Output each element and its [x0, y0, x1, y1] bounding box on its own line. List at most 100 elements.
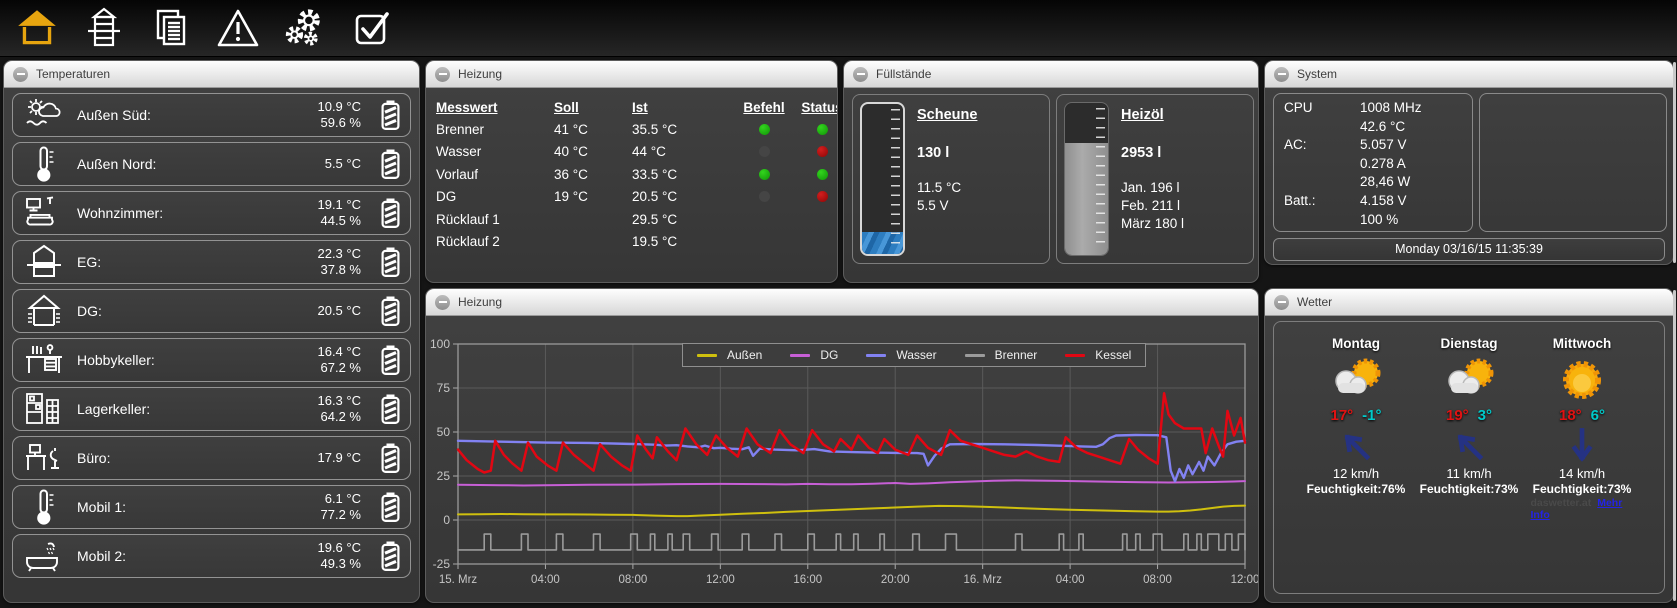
collapse-icon[interactable] [1274, 294, 1289, 310]
svg-text:20:00: 20:00 [881, 574, 910, 586]
temp-row-wohnzimmer[interactable]: Wohnzimmer: 19.1 °C 44.5 % [12, 191, 411, 235]
temperatures-list: Außen Süd: 10.9 °C 59.6 % Außen Nord: 5.5 °… [4, 93, 419, 602]
heating-soll-value [554, 209, 632, 232]
panel-heating-header[interactable]: Heizung [426, 61, 837, 88]
checkbox-icon[interactable] [349, 5, 395, 51]
temp-label: EG: [77, 254, 102, 270]
sun-behind-cloud-icon [1438, 355, 1500, 407]
collapse-icon[interactable] [853, 66, 868, 82]
panel-levels-header[interactable]: Füllstände [844, 61, 1258, 88]
tank-detail: 11.5 °C [917, 180, 962, 195]
battery-icon [381, 492, 400, 522]
col-header-befehl: Befehl [743, 100, 785, 115]
temp-row-büro[interactable]: Büro: 17.9 °C [12, 436, 411, 480]
living-room-icon [19, 195, 69, 231]
heating-line-chart: 100 75 50 25 0 -25 15. Mrz 04:00 08:00 12:00 16:00… [430, 337, 1258, 586]
humidity-value: 64.2 % [320, 409, 361, 424]
temp-row-eg[interactable]: EG: 22.3 °C 37.8 % [12, 240, 411, 284]
temp-label: Büro: [77, 450, 111, 466]
temp-value: 17.9 °C [317, 450, 361, 465]
weather-forecast-box: Montag 17° [1273, 321, 1665, 594]
temp-row-mobil1[interactable]: Mobil 1: 6.1 °C 77.2 % [12, 485, 411, 529]
collapse-icon[interactable] [435, 294, 450, 310]
temp-row-außensüd[interactable]: Außen Süd: 10.9 °C 59.6 % [12, 93, 411, 137]
tank-amount: 130 l [917, 145, 950, 161]
system-row-value: 0.278 A [1360, 155, 1406, 171]
battery-icon [381, 394, 400, 424]
more-info-link[interactable]: Mehr Info [1530, 497, 1623, 521]
temp-row-hobbykeller[interactable]: Hobbykeller: 16.4 °C 67.2 % [12, 338, 411, 382]
legend-label: Wasser [896, 348, 937, 362]
battery-icon [381, 247, 400, 277]
heating-soll-value: 41 °C [554, 121, 588, 137]
system-empty-box [1479, 93, 1667, 232]
home-icon[interactable] [14, 5, 60, 51]
svg-text:12:00: 12:00 [1231, 574, 1258, 586]
house-attic-icon [19, 292, 69, 330]
house-ground-floor-icon [19, 243, 69, 281]
weather-source: daswetter.at [1530, 497, 1592, 509]
system-row-value: 4.158 V [1360, 192, 1407, 208]
wind-speed: 11 km/h [1446, 466, 1492, 481]
tank-detail: 5.5 V [917, 198, 949, 213]
panel-heating-chart-header[interactable]: Heizung [426, 289, 1258, 316]
system-stats-box: CPU 1008 MHz 42.6 °C AC: 5.057 V 0.278 A 28,46… [1273, 93, 1473, 232]
collapse-icon[interactable] [13, 66, 28, 82]
weather-day-wednesday: Mittwoch 18° 6° [1531, 336, 1634, 521]
temp-label: Mobil 2: [77, 548, 127, 564]
building-floors-icon[interactable] [81, 5, 127, 51]
temp-value: 6.1 °C [324, 491, 361, 506]
temp-value: 19.6 °C [317, 540, 361, 555]
panel-weather: Wetter Montag [1264, 288, 1674, 603]
panel-heating-chart: Heizung 100 75 50 25 0 -25 15. Mrz 04:00 08:00 12… [425, 288, 1259, 603]
panel-temperatures: Temperaturen Außen Süd: 10.9 °C 59.6 % Auß… [3, 60, 420, 603]
chart-legend: Außen DG Wasser Brenner Kessel [682, 343, 1147, 367]
tank-detail: März 180 l [1121, 216, 1185, 231]
svg-text:16. Mrz: 16. Mrz [963, 574, 1002, 586]
warning-icon[interactable] [215, 5, 261, 51]
panel-temperatures-header[interactable]: Temperaturen [4, 61, 419, 88]
temp-value: 5.5 °C [324, 156, 361, 171]
temp-label: Hobbykeller: [77, 352, 155, 368]
bathtub-icon [19, 538, 69, 574]
day-name: Mittwoch [1552, 336, 1612, 351]
svg-text:100: 100 [430, 337, 450, 351]
temp-row-außennord[interactable]: Außen Nord: 5.5 °C [12, 142, 411, 186]
befehl-indicator [759, 214, 770, 225]
gears-icon[interactable] [282, 5, 328, 51]
humidity: Feuchtigkeit:73% [1532, 482, 1632, 496]
heating-ist-value: 35.5 °C [632, 121, 678, 137]
system-row-label [1284, 173, 1360, 192]
panel-title: Heizung [458, 295, 503, 309]
scrollbar-segment[interactable] [1673, 290, 1676, 601]
humidity-value: 44.5 % [320, 213, 361, 228]
panel-weather-header[interactable]: Wetter [1265, 289, 1673, 316]
sun-behind-cloud-icon [1325, 355, 1387, 407]
tank-gauge [1064, 102, 1109, 256]
tank-amount: 2953 l [1121, 145, 1162, 161]
day-name: Montag [1332, 336, 1380, 351]
temp-row-lagerkeller[interactable]: Lagerkeller: 16.3 °C 64.2 % [12, 387, 411, 431]
panel-title: Wetter [1297, 295, 1333, 309]
panel-heating: Heizung Messwert Soll Ist Befehl Status … [425, 60, 838, 283]
system-row-label: CPU [1284, 100, 1313, 115]
temp-low: -1° [1362, 407, 1382, 424]
scrollbar-segment[interactable] [1673, 62, 1676, 263]
weather-day-tuesday: Dienstag 19° [1418, 336, 1521, 521]
status-indicator [817, 214, 828, 225]
temp-high: 17° [1330, 407, 1354, 424]
svg-text:08:00: 08:00 [618, 574, 647, 586]
collapse-icon[interactable] [1274, 66, 1289, 82]
system-row-value: 100 % [1360, 211, 1399, 227]
panel-system-header[interactable]: System [1265, 61, 1673, 88]
svg-text:25: 25 [437, 469, 451, 483]
battery-icon [381, 541, 400, 571]
sun-clouds-icon [19, 97, 69, 133]
documents-icon[interactable] [148, 5, 194, 51]
col-header-soll: Soll [554, 100, 579, 115]
temp-label: Mobil 1: [77, 499, 127, 515]
collapse-icon[interactable] [435, 66, 450, 82]
temp-row-dg[interactable]: DG: 20.5 °C [12, 289, 411, 333]
battery-icon [381, 443, 400, 473]
temp-row-mobil2[interactable]: Mobil 2: 19.6 °C 49.3 % [12, 534, 411, 578]
